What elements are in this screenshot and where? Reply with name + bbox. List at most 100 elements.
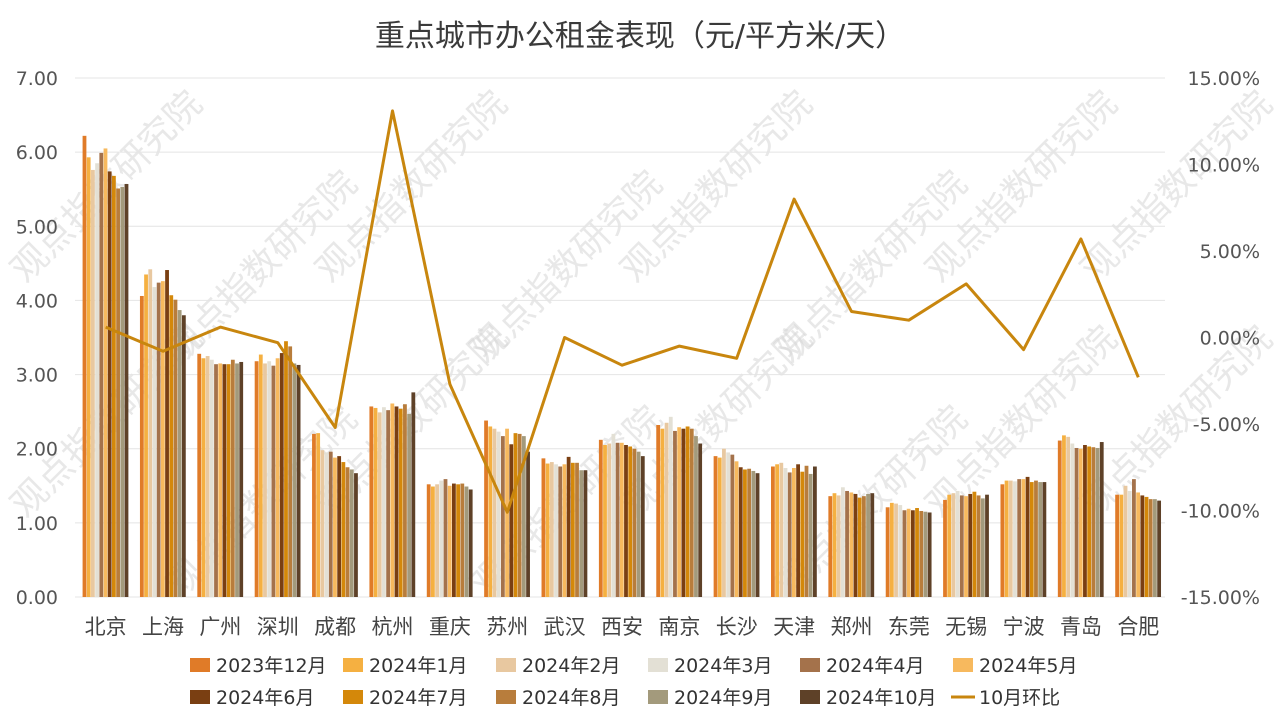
bar bbox=[660, 428, 665, 597]
bar bbox=[373, 407, 378, 597]
bar bbox=[771, 466, 775, 597]
legend-label: 2024年2月 bbox=[522, 655, 620, 677]
bar bbox=[218, 363, 223, 597]
y-right-tick-label: 0.00% bbox=[1200, 328, 1260, 350]
bar bbox=[583, 470, 588, 597]
bar bbox=[86, 157, 91, 597]
bar bbox=[500, 436, 505, 597]
legend-swatch bbox=[190, 690, 210, 704]
bar bbox=[951, 493, 956, 597]
bar bbox=[148, 269, 153, 597]
bar bbox=[324, 452, 329, 597]
bar bbox=[792, 467, 796, 597]
bar bbox=[439, 480, 444, 597]
bar bbox=[165, 270, 169, 597]
legend-label: 10月环比 bbox=[979, 687, 1060, 709]
bar bbox=[972, 491, 977, 597]
x-category-label: 宁波 bbox=[1003, 615, 1045, 639]
bar bbox=[575, 462, 579, 597]
bar bbox=[1070, 443, 1075, 597]
bar bbox=[292, 363, 297, 597]
legend: 2023年12月 2024年1月 2024年2月 2024年3月 2024年4月 2024… bbox=[190, 655, 1077, 709]
y-left-tick-label: 2.00 bbox=[16, 439, 58, 461]
bar bbox=[845, 490, 849, 597]
x-category-label: 青岛 bbox=[1060, 615, 1102, 639]
legend-swatch bbox=[800, 690, 820, 704]
legend-label: 2024年9月 bbox=[674, 687, 772, 709]
bar bbox=[403, 404, 407, 597]
bar bbox=[426, 484, 431, 597]
bar bbox=[1144, 496, 1149, 597]
bar bbox=[813, 466, 817, 597]
bar bbox=[902, 510, 907, 597]
bar bbox=[226, 364, 231, 597]
y-left-tick-label: 7.00 bbox=[16, 68, 58, 90]
axes-labels: 0.00 1.00 2.00 3.00 4.00 5.00 6.00 7.00 -15.00% -… bbox=[16, 68, 1260, 639]
bar bbox=[558, 466, 563, 597]
bar bbox=[377, 412, 382, 597]
bar bbox=[103, 148, 108, 597]
x-category-label: 合肥 bbox=[1117, 615, 1159, 639]
bar bbox=[1132, 479, 1136, 597]
bar bbox=[95, 163, 99, 597]
bar bbox=[779, 462, 784, 597]
bar bbox=[284, 341, 288, 597]
bar bbox=[808, 473, 813, 597]
legend-label: 2024年4月 bbox=[826, 655, 924, 677]
bar bbox=[181, 315, 186, 597]
bar bbox=[570, 462, 575, 597]
bar bbox=[1078, 448, 1083, 597]
bar bbox=[337, 456, 342, 597]
bar bbox=[120, 186, 125, 598]
bar bbox=[214, 364, 218, 597]
y-right-tick-label: 10.00% bbox=[1188, 155, 1260, 177]
bar bbox=[1017, 479, 1022, 597]
y-left-tick-label: 3.00 bbox=[16, 365, 58, 387]
bar bbox=[927, 512, 932, 597]
bar bbox=[955, 490, 960, 597]
legend-label: 2024年3月 bbox=[674, 655, 772, 677]
bar bbox=[488, 426, 493, 597]
bar bbox=[579, 470, 584, 597]
bar bbox=[717, 457, 722, 597]
bar bbox=[804, 465, 809, 597]
bar bbox=[800, 471, 805, 597]
bar bbox=[430, 486, 435, 597]
y-left-tick-label: 1.00 bbox=[16, 513, 58, 535]
legend-label: 2024年1月 bbox=[369, 655, 467, 677]
bar bbox=[111, 175, 116, 597]
bar bbox=[775, 464, 780, 597]
bar bbox=[124, 184, 129, 597]
bar bbox=[734, 461, 739, 597]
bar bbox=[279, 353, 284, 597]
bar bbox=[1148, 499, 1153, 597]
bar bbox=[1074, 447, 1079, 597]
bar bbox=[554, 464, 558, 597]
bar bbox=[341, 462, 346, 597]
bar bbox=[849, 492, 854, 597]
bar bbox=[549, 462, 554, 597]
bar bbox=[386, 410, 391, 597]
bar bbox=[275, 358, 280, 597]
bar bbox=[751, 470, 756, 597]
legend-swatch bbox=[953, 658, 973, 672]
bar bbox=[1057, 440, 1062, 597]
bar bbox=[398, 408, 403, 597]
bar bbox=[598, 439, 603, 597]
bar bbox=[382, 407, 386, 597]
bar bbox=[894, 503, 898, 597]
x-category-label: 上海 bbox=[142, 615, 184, 639]
bar bbox=[1042, 482, 1047, 597]
bar bbox=[541, 458, 546, 597]
legend-label: 2024年10月 bbox=[826, 687, 937, 709]
bar bbox=[566, 456, 571, 597]
bar bbox=[713, 456, 718, 597]
bar bbox=[906, 508, 911, 597]
bar bbox=[624, 445, 628, 597]
bar bbox=[611, 433, 616, 597]
bar bbox=[1123, 485, 1128, 597]
bar bbox=[870, 493, 875, 597]
bar bbox=[787, 472, 792, 597]
y-right-tick-label: 15.00% bbox=[1188, 68, 1260, 90]
